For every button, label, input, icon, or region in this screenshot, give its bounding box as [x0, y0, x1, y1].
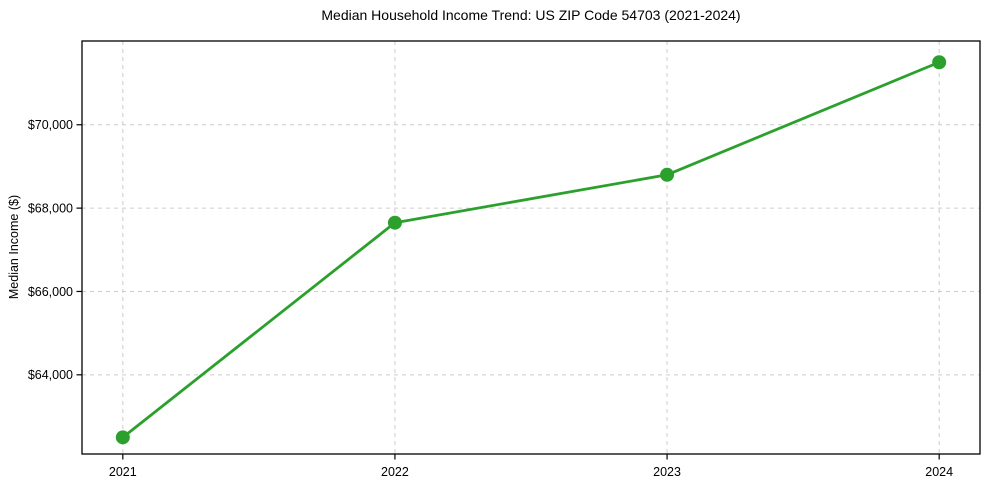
plot-frame [81, 40, 981, 455]
data-line [121, 60, 941, 439]
data-point-marker [387, 215, 402, 230]
x-tick-label: 2021 [109, 465, 137, 479]
data-point-marker [660, 167, 675, 182]
x-tick-label: 2024 [925, 465, 953, 479]
y-tick-label: $66,000 [28, 285, 73, 299]
x-tick-label: 2023 [653, 465, 681, 479]
y-tick-label: $64,000 [28, 368, 73, 382]
chart-title: Median Household Income Trend: US ZIP Co… [321, 7, 741, 23]
y-tick-label: $68,000 [28, 201, 73, 215]
x-tick-label: 2022 [381, 465, 409, 479]
y-tick-label: $70,000 [28, 118, 73, 132]
data-point-marker [932, 55, 947, 70]
data-point-marker [115, 430, 130, 445]
